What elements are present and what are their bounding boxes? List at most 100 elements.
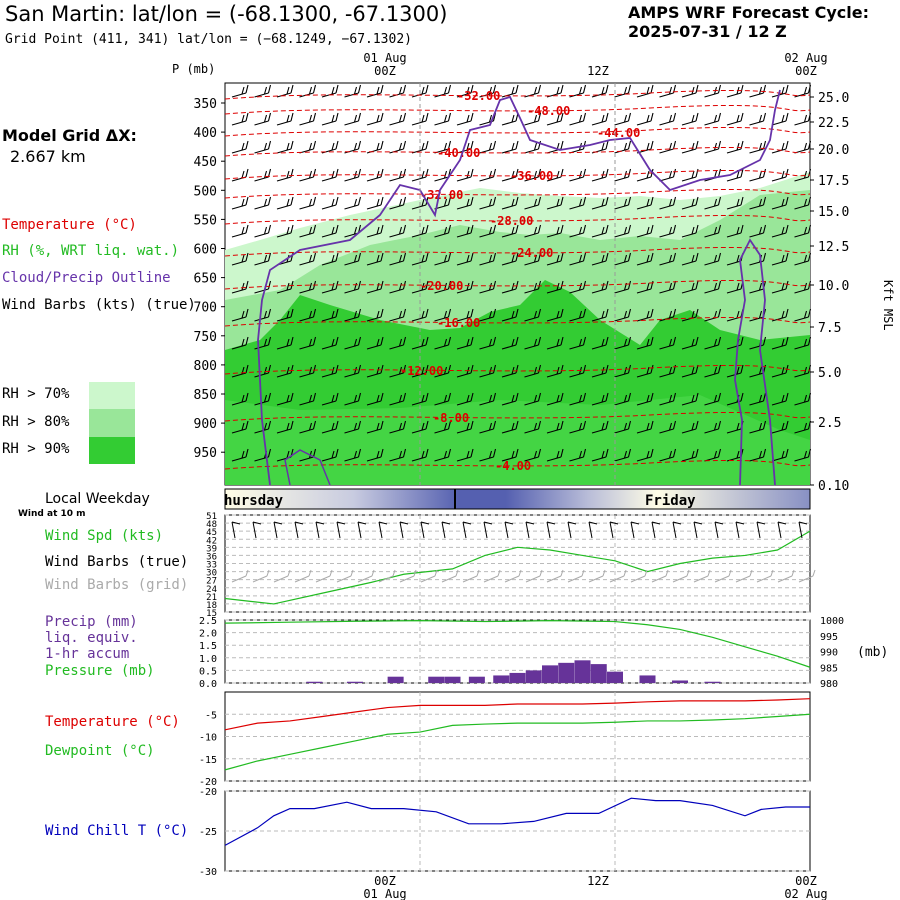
wind-barb-grid	[294, 569, 312, 583]
y-tick-label: 0.5	[199, 666, 217, 677]
y-tick-label: -20	[199, 787, 217, 798]
pressure-tick-label: 990	[820, 648, 838, 659]
model-grid-label: Model Grid ΔX:	[2, 126, 137, 145]
height-tick-label: 22.5	[818, 116, 849, 131]
precip-bar	[672, 680, 688, 683]
wind-barb-true	[735, 521, 745, 539]
wind-speed-line	[224, 530, 811, 605]
precip-bar	[306, 681, 323, 683]
pressure-tick-label: 850	[194, 388, 217, 403]
precip-bar	[542, 665, 558, 683]
pressure-unit-label: (mb)	[857, 645, 888, 660]
wind-barb-true	[294, 521, 304, 539]
temperature-contour-label: -28.00	[490, 214, 533, 228]
wind-barbs	[231, 84, 812, 462]
temperature-contour-label: -16.00	[437, 316, 480, 330]
y-tick-label: 39	[206, 544, 217, 554]
wind-barb-true	[441, 521, 451, 539]
precip-bar	[444, 676, 461, 683]
precip-bar	[525, 670, 542, 683]
legend-rh70: RH > 70%	[2, 386, 70, 402]
wind-barb-grid	[357, 569, 375, 583]
height-tick-label: 17.5	[818, 174, 849, 189]
temperature-contour-label: -24.00	[510, 246, 553, 260]
cloud-outline-low	[284, 449, 331, 486]
legend-wind-barbs: Wind Barbs (kts) (true)	[2, 297, 196, 313]
height-tick-label: 5.0	[818, 366, 841, 381]
y-tick-label: 30	[206, 569, 217, 579]
y-tick-label: 1.0	[199, 654, 217, 665]
pressure-tick-label: 450	[194, 155, 217, 170]
rh80-swatch	[89, 409, 135, 437]
legend-cloud: Cloud/Precip Outline	[2, 270, 171, 286]
wind-barb-true	[777, 521, 787, 539]
wind-barb-grid	[315, 569, 333, 583]
pressure-axis-label: P (mb)	[172, 62, 215, 76]
wind-barb-true	[357, 521, 367, 539]
y-tick-label: -25	[199, 827, 217, 838]
model-grid-value: 2.667 km	[10, 147, 86, 166]
wind-barb-grid	[588, 569, 606, 583]
wind-barb-true	[714, 521, 724, 539]
legend-pressure: Pressure (mb)	[45, 663, 155, 679]
height-tick-label: 20.0	[818, 143, 849, 158]
precip-bar	[347, 681, 363, 683]
wind-barb-true	[378, 521, 388, 539]
wind-barb-true	[399, 521, 409, 539]
wind-barb-grid	[798, 569, 816, 583]
legend-wind-barbs-grid: Wind Barbs (grid)	[45, 577, 189, 593]
y-tick-label: -5	[205, 710, 217, 721]
wind-barb-true	[273, 521, 283, 539]
temperature-contour-line	[224, 127, 811, 137]
forecast-cycle-value: 2025-07-31 / 12 Z	[628, 22, 787, 41]
precip-bar	[704, 681, 721, 683]
legend-wind-spd: Wind Spd (kts)	[45, 528, 164, 544]
wind-barb-true	[525, 521, 535, 539]
temperature-contour-line	[224, 280, 811, 290]
precip-bar	[639, 675, 656, 683]
wind-barb-grid	[483, 569, 501, 583]
pressure-tick-label: 650	[194, 272, 217, 287]
y-tick-label: 1.5	[199, 641, 217, 652]
height-tick-label: 0.10	[818, 479, 849, 494]
wind-barb-grid	[525, 569, 543, 583]
temperature-contour-label: -40.00	[437, 146, 480, 160]
pressure-tick-label: 750	[194, 330, 217, 345]
wind-barb-true	[798, 521, 808, 539]
legend-dewpoint: Dewpoint (°C)	[45, 743, 155, 759]
page-title: San Martin: lat/lon = (-68.1300, -67.130…	[5, 2, 448, 26]
temperature-contour-line	[224, 247, 811, 257]
temperature-line	[224, 698, 811, 731]
precip-bar	[607, 671, 623, 683]
precip-bar	[509, 672, 526, 683]
wind-barb-grid	[777, 569, 795, 583]
wind-barb-true	[756, 521, 766, 539]
wind-barb-grid	[630, 569, 648, 583]
wind-barb-grid	[609, 569, 627, 583]
bottom-time-label: 00Z	[374, 874, 396, 888]
wind-barb-grid	[336, 569, 354, 583]
wind-barb-grid	[252, 569, 270, 583]
wind-barb-grid	[441, 569, 459, 583]
temperature-contour-line	[224, 412, 811, 422]
height-axis-label: Kft MSL	[881, 280, 895, 331]
temperature-contour-label: -48.00	[527, 104, 570, 118]
pressure-line	[224, 620, 811, 668]
top-date-label: 01 Aug	[363, 51, 406, 65]
temperature-contour-line	[224, 317, 811, 327]
height-tick-label: 12.5	[818, 240, 849, 255]
wind-barb-grid	[420, 569, 438, 583]
wind-barb-grid	[399, 569, 417, 583]
y-tick-label: 15	[206, 609, 217, 619]
legend-rh80: RH > 80%	[2, 414, 70, 430]
y-tick-label: 45	[206, 528, 217, 538]
wind-barb-true	[336, 521, 346, 539]
top-time-label: 00Z	[795, 64, 817, 78]
y-tick-label: 2.0	[199, 629, 217, 640]
cloud-outline	[257, 89, 781, 486]
y-tick-label: 18	[206, 601, 217, 611]
legend-rh90: RH > 90%	[2, 441, 70, 457]
cloud-outline-right	[734, 238, 776, 486]
y-tick-label: -15	[199, 755, 217, 766]
wind-barb-grid	[735, 569, 753, 583]
